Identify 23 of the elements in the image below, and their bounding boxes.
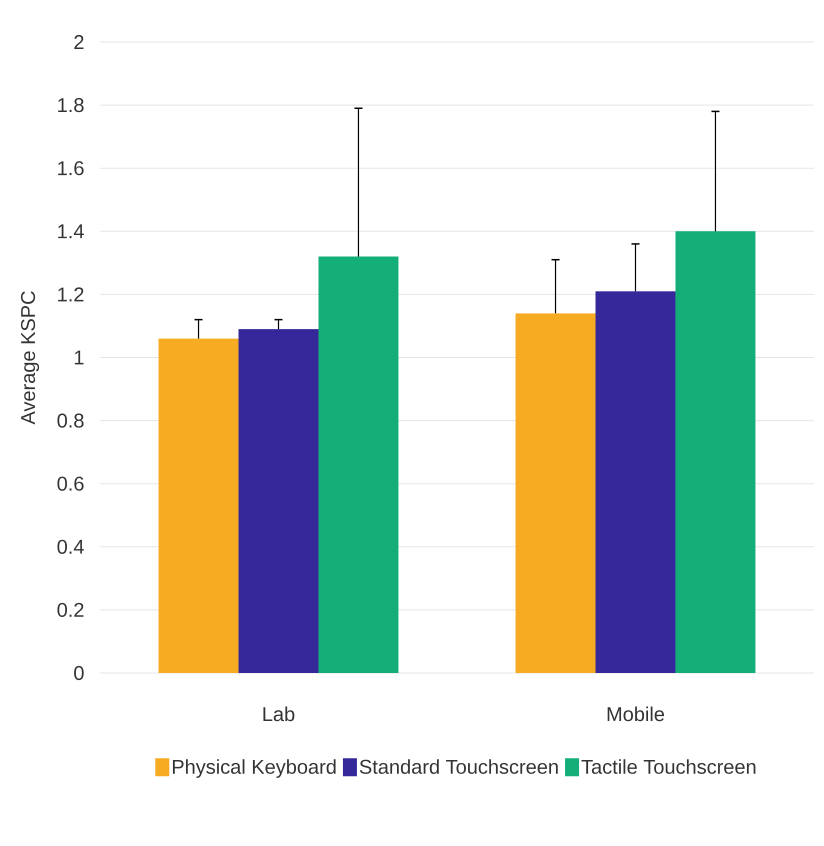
bar — [238, 329, 318, 673]
bar — [158, 338, 239, 673]
bar — [596, 291, 676, 673]
y-tick-label: 0 — [74, 666, 84, 680]
y-tick-label: 0.2 — [57, 602, 84, 617]
y-tick-label: 1.4 — [58, 224, 84, 238]
x-tick-label: Mobile — [608, 706, 664, 722]
y-tick-label: 1 — [74, 350, 84, 364]
bar — [675, 231, 756, 673]
x-tick-label: Lab — [263, 706, 294, 722]
y-tick-label: 1.6 — [58, 161, 84, 176]
bar — [318, 256, 398, 673]
bar — [516, 313, 596, 673]
legend-label: Tactile Touchscreen — [582, 759, 756, 774]
y-tick-label: 1.2 — [58, 287, 84, 302]
y-axis-title: Average KSPC — [20, 291, 40, 425]
legend-label: Standard Touchscreen — [360, 759, 558, 774]
y-tick-label: 1.8 — [58, 98, 84, 112]
legend-label: Physical Keyboard — [172, 759, 336, 778]
y-tick-label: 0.4 — [57, 540, 84, 554]
y-tick-label: 2 — [74, 35, 84, 49]
y-tick-label: 0.8 — [57, 414, 84, 428]
y-tick-label: 0.6 — [57, 476, 84, 491]
